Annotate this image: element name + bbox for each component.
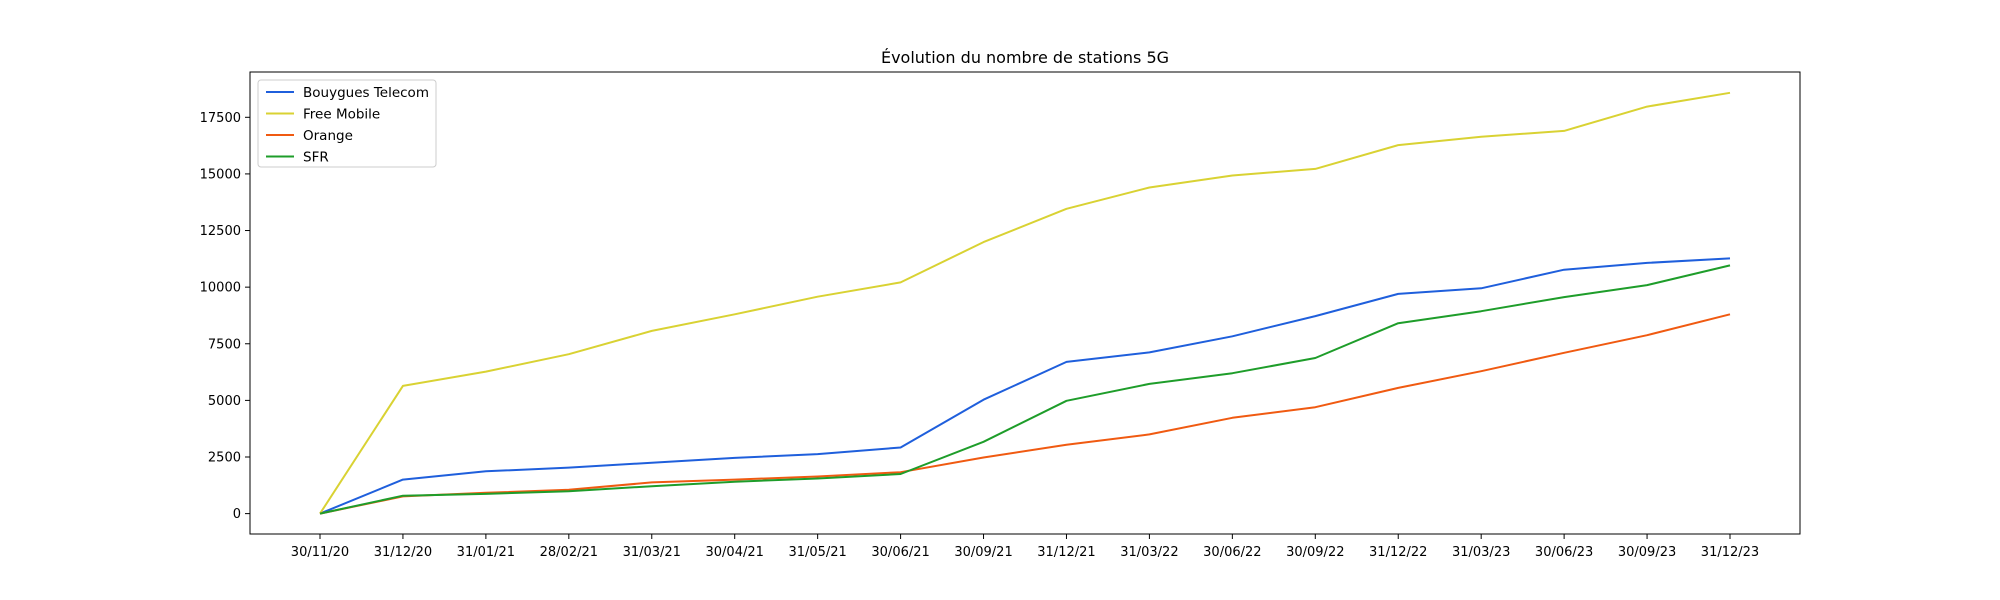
y-tick-label: 7500 (208, 337, 241, 352)
x-tick-label: 31/03/23 (1452, 545, 1510, 560)
x-tick-label: 30/09/23 (1618, 545, 1676, 560)
y-tick-label: 2500 (208, 451, 241, 466)
x-tick-label: 30/06/23 (1535, 545, 1593, 560)
x-tick-label: 31/12/22 (1369, 545, 1427, 560)
y-tick-label: 17500 (200, 111, 241, 126)
x-tick-label: 30/09/22 (1286, 545, 1344, 560)
plot-area (249, 71, 1801, 535)
x-tick-label: 28/02/21 (540, 545, 598, 560)
series-line-sfr (319, 264, 1731, 515)
x-tick-label: 31/12/23 (1701, 545, 1759, 560)
legend-box (257, 79, 437, 168)
x-axis: 30/11/20 31/12/20 31/01/21 28/02/21 31/03/21… (291, 534, 1759, 560)
legend-label: Bouygues Telecom (303, 85, 429, 101)
legend-label: Free Mobile (303, 107, 380, 123)
y-axis: 0 2500 5000 7500 10000 12500 15000 17500 (200, 111, 250, 522)
x-tick-label: 31/12/20 (374, 545, 432, 560)
series-line-free-mobile (319, 91, 1731, 515)
x-tick-label: 30/06/21 (871, 545, 929, 560)
series-line-orange (319, 313, 1731, 515)
x-tick-label: 31/01/21 (457, 545, 515, 560)
x-tick-label: 31/05/21 (788, 545, 846, 560)
y-tick-label: 12500 (200, 224, 241, 239)
x-tick-label: 30/06/22 (1203, 545, 1261, 560)
legend-label: SFR (303, 150, 329, 166)
y-tick-label: 15000 (200, 167, 241, 182)
series-lines (319, 91, 1731, 515)
y-tick-label: 0 (233, 507, 241, 522)
x-tick-label: 31/12/21 (1037, 545, 1095, 560)
series-line-bouygues-telecom (319, 257, 1731, 515)
x-tick-label: 31/03/21 (623, 545, 681, 560)
x-tick-label: 30/11/20 (291, 545, 349, 560)
x-tick-label: 30/09/21 (954, 545, 1012, 560)
x-tick-label: 30/04/21 (706, 545, 764, 560)
legend-label: Orange (303, 128, 353, 144)
chart-title: Évolution du nombre de stations 5G (881, 48, 1169, 67)
x-tick-label: 31/03/22 (1120, 545, 1178, 560)
y-tick-label: 10000 (200, 281, 241, 296)
legend: Bouygues Telecom Free Mobile Orange SFR (257, 79, 437, 168)
y-tick-label: 5000 (208, 394, 241, 409)
